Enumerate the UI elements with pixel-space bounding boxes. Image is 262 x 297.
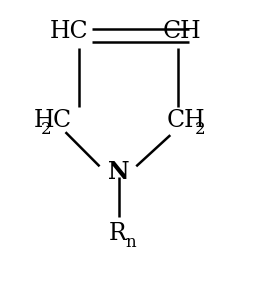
Text: HC: HC [50,20,88,43]
Text: CH: CH [166,109,205,132]
Text: R: R [109,222,127,245]
Text: 2: 2 [41,121,51,138]
Text: H: H [34,109,54,132]
Text: C: C [52,109,70,132]
Text: 2: 2 [195,121,206,138]
Text: N: N [108,160,130,184]
Text: n: n [126,233,137,251]
Text: CH: CH [162,20,201,43]
